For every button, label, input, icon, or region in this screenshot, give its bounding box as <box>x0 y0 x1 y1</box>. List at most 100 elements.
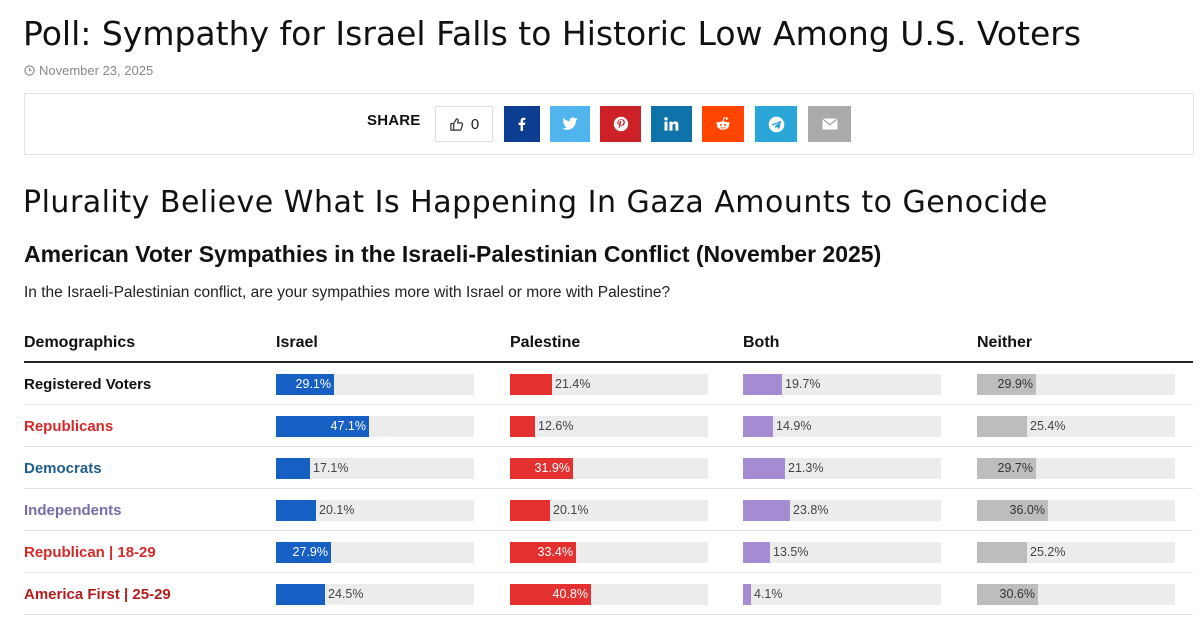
bar-track-both: 21.3% <box>743 458 941 479</box>
like-count: 0 <box>470 115 480 133</box>
bar-israel <box>276 374 334 395</box>
share-pinterest-button[interactable] <box>600 106 641 142</box>
thumbs-up-icon <box>450 117 463 131</box>
bar-track-israel: 24.5% <box>276 584 474 605</box>
share-email-button[interactable] <box>808 106 851 142</box>
value-label: 14.9% <box>776 419 812 433</box>
bar-both <box>743 374 782 395</box>
article-date: November 23, 2025 <box>24 63 153 78</box>
bar-track-both: 19.7% <box>743 374 941 395</box>
like-button[interactable]: 0 <box>435 106 493 142</box>
value-label: 29.1% <box>295 377 331 391</box>
bar-track-palestine: 40.8% <box>510 584 708 605</box>
value-label: 29.7% <box>997 461 1033 475</box>
facebook-icon <box>518 117 526 131</box>
value-label: 31.9% <box>534 461 570 475</box>
bar-palestine <box>510 584 591 605</box>
value-label: 4.1% <box>754 587 783 601</box>
table-row: Registered Voters 29.1% 21.4% 19.7% 29.9% <box>24 363 1193 405</box>
value-label: 21.4% <box>555 377 591 391</box>
value-label: 29.9% <box>997 377 1033 391</box>
bar-both <box>743 584 751 605</box>
row-label: America First | 25-29 <box>24 586 171 603</box>
value-label: 20.1% <box>553 503 589 517</box>
clock-icon <box>24 65 35 76</box>
bar-palestine <box>510 542 576 563</box>
bar-neither <box>977 500 1048 521</box>
value-label: 17.1% <box>313 461 349 475</box>
chart-title: American Voter Sympathies in the Israeli… <box>24 241 882 267</box>
linkedin-icon <box>664 117 679 131</box>
bar-track-neither: 25.2% <box>977 542 1175 563</box>
value-label: 12.6% <box>538 419 574 433</box>
value-label: 25.2% <box>1030 545 1066 559</box>
bar-both <box>743 416 773 437</box>
value-label: 27.9% <box>292 545 328 559</box>
value-label: 21.3% <box>788 461 824 475</box>
column-header-israel: Israel <box>276 334 318 351</box>
table-row: America First | 25-29 24.5% 40.8% 4.1% 30.6% <box>24 573 1193 615</box>
value-label: 23.8% <box>793 503 829 517</box>
table-header: Demographics Israel Palestine Both Neither <box>24 330 1193 363</box>
value-label: 25.4% <box>1030 419 1066 433</box>
article-headline: Poll: Sympathy for Israel Falls to Histo… <box>23 14 1082 53</box>
bar-track-palestine: 31.9% <box>510 458 708 479</box>
bar-neither <box>977 584 1038 605</box>
bar-track-palestine: 12.6% <box>510 416 708 437</box>
share-reddit-button[interactable] <box>702 106 744 142</box>
twitter-icon <box>562 117 578 130</box>
bar-israel <box>276 416 369 437</box>
bar-israel <box>276 584 325 605</box>
row-label: Democrats <box>24 460 102 477</box>
column-header-palestine: Palestine <box>510 334 581 351</box>
bar-track-both: 4.1% <box>743 584 941 605</box>
bar-neither <box>977 542 1027 563</box>
value-label: 24.5% <box>328 587 364 601</box>
bar-track-both: 23.8% <box>743 500 941 521</box>
bar-track-israel: 29.1% <box>276 374 474 395</box>
poll-results-table: Demographics Israel Palestine Both Neither … <box>24 330 1193 615</box>
row-label: Registered Voters <box>24 376 152 393</box>
bar-palestine <box>510 500 550 521</box>
bar-track-israel: 47.1% <box>276 416 474 437</box>
bar-neither <box>977 416 1027 437</box>
value-label: 30.6% <box>999 587 1035 601</box>
value-label: 33.4% <box>537 545 573 559</box>
bar-track-both: 13.5% <box>743 542 941 563</box>
share-twitter-button[interactable] <box>550 106 590 142</box>
bar-track-palestine: 21.4% <box>510 374 708 395</box>
bar-track-palestine: 33.4% <box>510 542 708 563</box>
value-label: 20.1% <box>319 503 355 517</box>
survey-question: In the Israeli-Palestinian conflict, are… <box>24 284 671 301</box>
bar-neither <box>977 458 1036 479</box>
bar-track-israel: 17.1% <box>276 458 474 479</box>
value-label: 19.7% <box>785 377 821 391</box>
value-label: 13.5% <box>773 545 809 559</box>
envelope-icon <box>821 118 838 130</box>
bar-track-palestine: 20.1% <box>510 500 708 521</box>
article-subheadline: Plurality Believe What Is Happening In G… <box>23 185 1048 220</box>
bar-israel <box>276 500 316 521</box>
value-label: 47.1% <box>330 419 366 433</box>
share-bar: SHARE 0 <box>24 93 1194 155</box>
bar-both <box>743 458 785 479</box>
bar-track-israel: 27.9% <box>276 542 474 563</box>
reddit-icon <box>716 117 730 130</box>
bar-track-israel: 20.1% <box>276 500 474 521</box>
bar-palestine <box>510 416 535 437</box>
pinterest-icon <box>613 116 628 132</box>
bar-track-neither: 29.7% <box>977 458 1175 479</box>
table-row: Republicans 47.1% 12.6% 14.9% 25.4% <box>24 405 1193 447</box>
row-label: Republican | 18-29 <box>24 544 156 561</box>
bar-both <box>743 542 770 563</box>
bar-palestine <box>510 458 573 479</box>
share-telegram-button[interactable] <box>755 106 797 142</box>
share-linkedin-button[interactable] <box>651 106 692 142</box>
share-label: SHARE <box>367 112 421 129</box>
bar-neither <box>977 374 1036 395</box>
date-text: November 23, 2025 <box>39 63 154 78</box>
share-facebook-button[interactable] <box>504 106 540 142</box>
bar-track-both: 14.9% <box>743 416 941 437</box>
bar-palestine <box>510 374 552 395</box>
value-label: 36.0% <box>1009 503 1045 517</box>
